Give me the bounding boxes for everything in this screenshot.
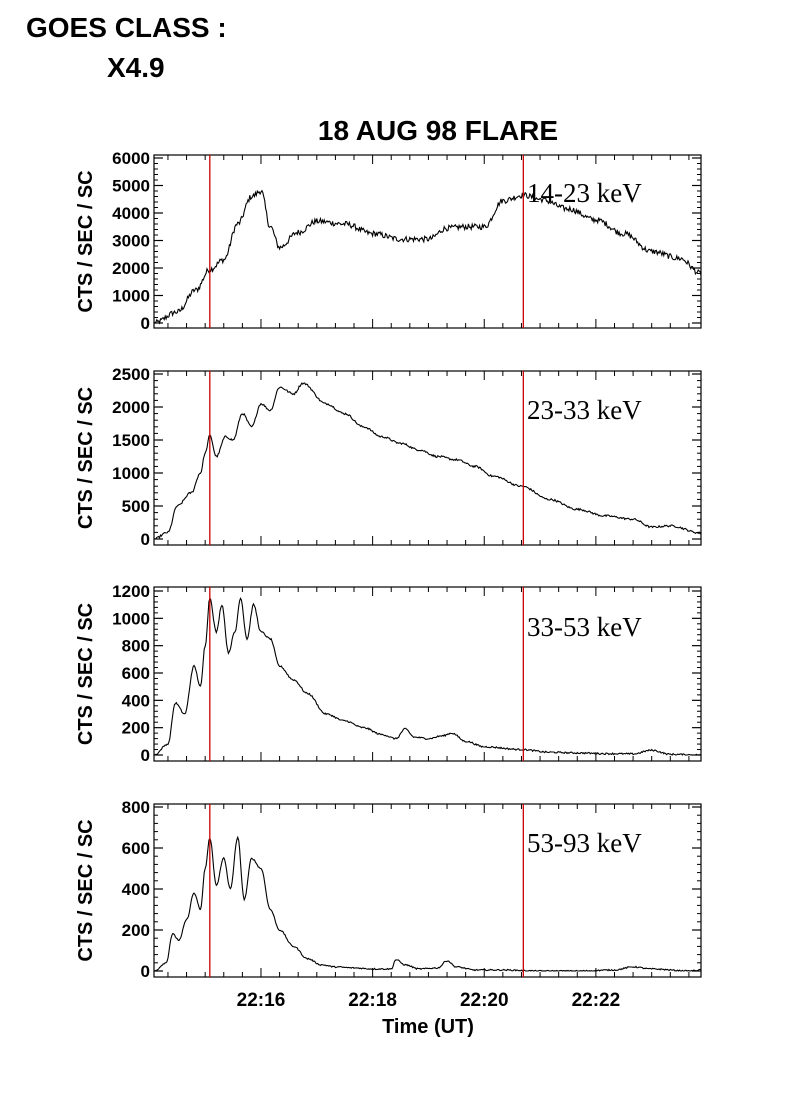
lightcurve-series [153, 597, 702, 756]
y-tick-label: 500 [122, 497, 150, 516]
y-tick-label: 800 [122, 637, 150, 656]
x-tick-label: 22:20 [460, 990, 509, 1011]
lightcurve-series [153, 382, 702, 540]
plot-frame [153, 586, 702, 762]
y-tick-label: 1000 [112, 287, 150, 306]
energy-band-label: 33-53 keV [527, 612, 642, 642]
y-tick-label: 1200 [112, 582, 150, 601]
y-axis-title: CTS / SEC / SC [75, 819, 97, 961]
panel-33-53-kev: 1200 1000 800 600 400 200 0 CTS / SEC / SC 33-53… [75, 582, 702, 765]
energy-band-label: 53-93 keV [527, 828, 642, 858]
y-tick-label: 0 [141, 962, 150, 981]
y-tick-label: 600 [122, 839, 150, 858]
y-axis-title: CTS / SEC / SC [75, 603, 97, 745]
plot-frame [153, 154, 702, 329]
y-tick-label: 800 [122, 798, 150, 817]
y-tick-label: 6000 [112, 149, 150, 168]
y-tick-label: 0 [141, 746, 150, 765]
y-tick-label: 200 [122, 719, 150, 738]
panel-53-93-kev: 800 600 400 200 0 CTS / SEC / SC 53-93 keV [75, 798, 702, 981]
y-axis-title: CTS / SEC / SC [75, 387, 97, 529]
lightcurve-series [153, 835, 702, 972]
y-tick-label: 0 [141, 530, 150, 549]
plot-frame [153, 370, 702, 546]
y-tick-label: 1000 [112, 464, 150, 483]
x-tick-label: 22:18 [348, 990, 397, 1011]
y-tick-label: 3000 [112, 232, 150, 251]
goes-class-label: GOES CLASS : [26, 12, 227, 43]
plot-frame [153, 803, 702, 978]
y-tick-label: 2000 [112, 398, 150, 417]
y-tick-label: 5000 [112, 177, 150, 196]
y-tick-label: 400 [122, 691, 150, 710]
y-tick-label: 0 [141, 314, 150, 333]
lightcurve-series [153, 189, 702, 325]
x-axis-title: Time (UT) [382, 1016, 474, 1038]
x-tick-label: 22:16 [237, 990, 286, 1011]
y-tick-label: 1000 [112, 609, 150, 628]
y-tick-label: 2500 [112, 365, 150, 384]
y-tick-label: 1500 [112, 431, 150, 450]
x-tick-label: 22:22 [572, 990, 621, 1011]
goes-class-value: X4.9 [107, 52, 165, 83]
panel-14-23-kev: 6000 5000 4000 3000 2000 1000 0 CTS / SEC / SC 1… [75, 149, 702, 333]
y-axis-title: CTS / SEC / SC [75, 170, 97, 312]
y-tick-label: 200 [122, 921, 150, 940]
y-tick-label: 400 [122, 880, 150, 899]
y-tick-label: 2000 [112, 259, 150, 278]
y-tick-label: 600 [122, 664, 150, 683]
panel-23-33-kev: 2500 2000 1500 1000 500 0 CTS / SEC / SC 23-33 … [75, 365, 702, 549]
energy-band-label: 14-23 keV [527, 178, 642, 208]
energy-band-label: 23-33 keV [527, 395, 642, 425]
y-tick-label: 4000 [112, 204, 150, 223]
chart-title: 18 AUG 98 FLARE [318, 115, 558, 146]
